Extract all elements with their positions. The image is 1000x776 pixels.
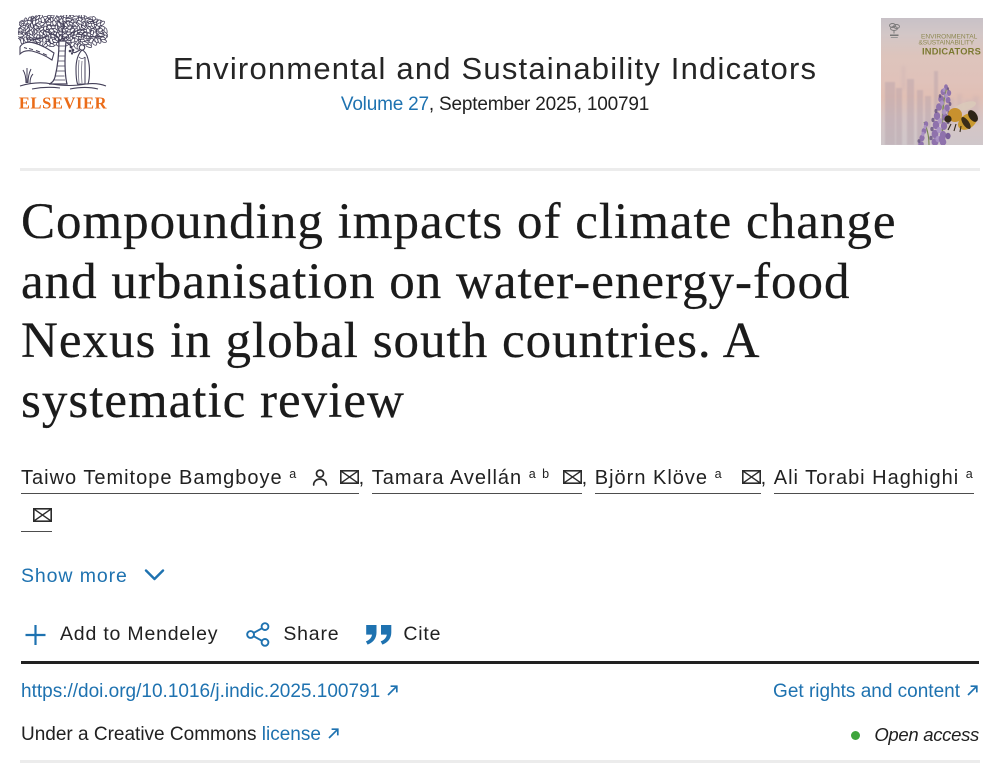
svg-text:ELSEVIER: ELSEVIER bbox=[19, 94, 108, 112]
svg-text:ENVIRONMENTAL: ENVIRONMENTAL bbox=[921, 34, 978, 41]
svg-text:INDICATORS: INDICATORS bbox=[922, 47, 981, 57]
svg-text:&SUSTAINABILITY: &SUSTAINABILITY bbox=[919, 40, 975, 47]
